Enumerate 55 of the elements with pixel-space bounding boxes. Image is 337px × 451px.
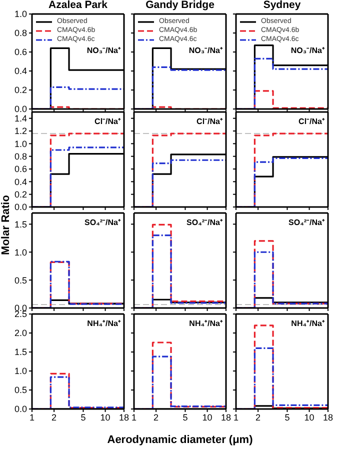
x-tick-label: 1 bbox=[29, 412, 35, 422]
x-tick-label: 18 bbox=[220, 412, 232, 422]
y-tick-label: 0.5 bbox=[14, 275, 27, 286]
annotation: NO₃⁻/Na⁺ bbox=[188, 45, 223, 55]
annotation: NO₃⁻/Na⁺ bbox=[290, 45, 325, 55]
y-tick-label: 1.0 bbox=[14, 9, 27, 20]
chart-title: Sydney bbox=[262, 0, 302, 11]
x-tick-label: 10 bbox=[100, 412, 110, 422]
y-tick-label: 1.4 bbox=[14, 114, 27, 124]
x-axis-title: Aerodynamic diameter (μm) bbox=[107, 434, 253, 446]
y-tick-label: 0.2 bbox=[14, 190, 27, 200]
y-tick-label: 0.8 bbox=[14, 152, 27, 162]
y-tick-label: 0.5 bbox=[14, 385, 27, 396]
annotation: SO₄²⁻/Na⁺ bbox=[84, 217, 121, 227]
x-tick-label: 10 bbox=[304, 412, 314, 422]
y-tick-label: 0.4 bbox=[14, 66, 27, 76]
annotation: NO₃⁻/Na⁺ bbox=[86, 45, 121, 55]
y-tick-label: 0.0 bbox=[14, 404, 27, 414]
x-tick-label: 1 bbox=[233, 412, 239, 422]
x-tick-label: 10 bbox=[202, 412, 212, 422]
x-tick-label: 2 bbox=[52, 412, 57, 422]
annotation: Cl⁻/Na⁺ bbox=[94, 116, 121, 126]
x-tick-label: 18 bbox=[118, 412, 130, 422]
y-tick-label: 1.0 bbox=[14, 138, 27, 149]
x-tick-label: 2 bbox=[154, 412, 159, 422]
chart-title: Gandy Bridge bbox=[144, 0, 216, 11]
x-tick-label: 5 bbox=[284, 412, 290, 422]
x-tick-label: 5 bbox=[182, 412, 188, 422]
x-tick-label: 5 bbox=[80, 412, 86, 422]
y-tick-label: 1.5 bbox=[14, 219, 27, 230]
x-tick-label: 1 bbox=[131, 412, 137, 422]
chart-title: Azalea Park bbox=[48, 0, 108, 11]
y-tick-label: 0.0 bbox=[14, 202, 27, 212]
x-tick-label: 2 bbox=[256, 412, 261, 422]
y-tick-label: 0.0 bbox=[14, 104, 27, 114]
y-tick-label: 0.6 bbox=[14, 47, 27, 58]
annotation: Cl⁻/Na⁺ bbox=[196, 116, 223, 126]
y-tick-label: 1.5 bbox=[14, 347, 27, 358]
annotation: NH₄⁺/Na⁺ bbox=[291, 318, 325, 328]
x-tick-label: 18 bbox=[322, 412, 334, 422]
y-tick-label: 0.6 bbox=[14, 164, 27, 174]
y-tick-label: 1.2 bbox=[14, 126, 27, 136]
annotation: SO₄²⁻/Na⁺ bbox=[186, 217, 223, 227]
annotation: SO₄²⁻/Na⁺ bbox=[288, 217, 325, 227]
y-tick-label: 0.2 bbox=[14, 85, 27, 96]
y-axis-title: Molar Ratio bbox=[0, 195, 12, 255]
y-tick-label: 2.0 bbox=[14, 328, 27, 338]
annotation: Cl⁻/Na⁺ bbox=[298, 116, 325, 126]
y-tick-label: 1.0 bbox=[14, 247, 27, 258]
annotation: NH₄⁺/Na⁺ bbox=[87, 318, 121, 328]
y-tick-label: 0.8 bbox=[14, 28, 27, 38]
y-tick-label: 1.0 bbox=[14, 366, 27, 376]
y-tick-label: 2.5 bbox=[14, 309, 27, 320]
y-tick-label: 0.4 bbox=[14, 176, 27, 187]
annotation: NH₄⁺/Na⁺ bbox=[189, 318, 223, 328]
